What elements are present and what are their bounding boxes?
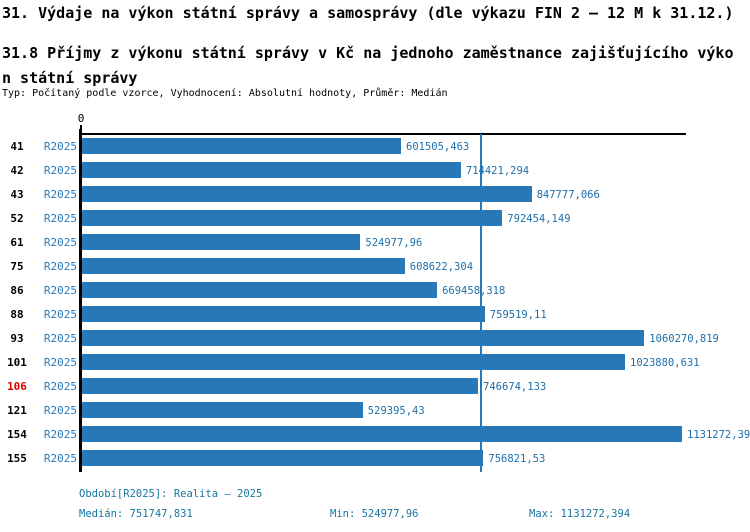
- row-series-label: R2025: [43, 332, 77, 345]
- footer-max: Max: 1131272,394: [529, 508, 631, 520]
- row-category-label: 93: [10, 332, 24, 345]
- row-category-label: 155: [7, 452, 27, 465]
- bar-value-label: 714421,294: [465, 165, 530, 177]
- chart-meta-line: Typ: Počítaný podle vzorce, Vyhodnocení:…: [2, 88, 448, 99]
- chart-subtitle-line1: 31.8 Příjmy z výkonu státní správy v Kč …: [2, 44, 734, 62]
- row-series-label: R2025: [43, 260, 77, 273]
- bar: [82, 378, 478, 394]
- chart-row: 93 R2025 1060270,819: [0, 328, 750, 352]
- chart-row: 155 R2025 756821,53: [0, 448, 750, 472]
- bar: [82, 426, 682, 442]
- bar-value-label: 756821,53: [488, 453, 546, 465]
- chart-row: 61 R2025 524977,96: [0, 232, 750, 256]
- row-series-label: R2025: [43, 212, 77, 225]
- row-category-label: 43: [10, 188, 24, 201]
- chart-row: 86 R2025 669458,318: [0, 280, 750, 304]
- row-series-label: R2025: [43, 236, 77, 249]
- bar: [82, 138, 401, 154]
- footer-min: Min: 524977,96: [330, 508, 419, 520]
- bar: [82, 258, 405, 274]
- row-series-label: R2025: [43, 164, 77, 177]
- bar: [82, 210, 503, 226]
- chart-row: 42 R2025 714421,294: [0, 160, 750, 184]
- bar: [82, 306, 485, 322]
- bar-value-label: 759519,11: [489, 309, 547, 321]
- chart-row: 154 R2025 1131272,394: [0, 424, 750, 448]
- row-series-label: R2025: [43, 428, 77, 441]
- row-category-label: 61: [10, 236, 24, 249]
- bar-value-label: 746674,133: [483, 381, 547, 393]
- bar-value-label: 1131272,394: [687, 429, 750, 441]
- chart-row: 88 R2025 759519,11: [0, 304, 750, 328]
- bar: [82, 354, 625, 370]
- row-category-label: 106: [7, 380, 27, 393]
- bar-value-label: 847777,066: [536, 189, 600, 201]
- chart-row: 75 R2025 608622,304: [0, 256, 750, 280]
- row-category-label: 121: [7, 404, 27, 417]
- bar-value-label: 524977,96: [365, 237, 423, 249]
- row-series-label: R2025: [43, 308, 77, 321]
- row-category-label: 154: [7, 428, 27, 441]
- row-category-label: 88: [10, 308, 24, 321]
- footer-period: Období[R2025]: Realita – 2025: [79, 488, 263, 500]
- median-line: [479, 134, 482, 472]
- row-category-label: 86: [10, 284, 24, 297]
- footer-median: Medián: 751747,831: [79, 508, 193, 520]
- row-category-label: 75: [10, 260, 24, 273]
- row-category-label: 52: [10, 212, 24, 225]
- bar: [82, 234, 361, 250]
- bar-value-label: 608622,304: [409, 261, 474, 273]
- chart-row: 41 R2025 601505,463: [0, 136, 750, 160]
- bar-value-label: 1060270,819: [649, 333, 719, 345]
- top-axis-line: [81, 133, 686, 135]
- bar: [82, 162, 461, 178]
- row-category-label: 42: [10, 164, 24, 177]
- axis-origin-label: 0: [77, 112, 85, 125]
- chart-row: 43 R2025 847777,066: [0, 184, 750, 208]
- bar-value-label: 669458,318: [442, 285, 506, 297]
- chart-row: 106 R2025 746674,133: [0, 376, 750, 400]
- row-series-label: R2025: [43, 188, 77, 201]
- bar: [82, 186, 532, 202]
- y-axis-line: [79, 129, 82, 472]
- chart-subtitle-line2: n státní správy: [2, 69, 138, 87]
- row-category-label: 101: [7, 356, 27, 369]
- bar-value-label: 1023880,631: [630, 357, 700, 369]
- chart-row: 101 R2025 1023880,631: [0, 352, 750, 376]
- bar: [82, 450, 484, 466]
- row-series-label: R2025: [43, 140, 77, 153]
- bar: [82, 402, 363, 418]
- row-category-label: 41: [10, 140, 24, 153]
- page-title: 31. Výdaje na výkon státní správy a samo…: [2, 4, 734, 22]
- row-series-label: R2025: [43, 452, 77, 465]
- row-series-label: R2025: [43, 380, 77, 393]
- bar: [82, 330, 645, 346]
- row-series-label: R2025: [43, 356, 77, 369]
- bar: [82, 282, 438, 298]
- chart-row: 52 R2025 792454,149: [0, 208, 750, 232]
- bar-value-label: 792454,149: [507, 213, 571, 225]
- chart-rows: 41 R2025 601505,463 42 R2025 714421,294 43 R202…: [0, 136, 750, 472]
- row-series-label: R2025: [43, 404, 77, 417]
- row-series-label: R2025: [43, 284, 77, 297]
- bar-value-label: 601505,463: [406, 141, 470, 153]
- bar-value-label: 529395,43: [367, 405, 425, 417]
- chart-row: 121 R2025 529395,43: [0, 400, 750, 424]
